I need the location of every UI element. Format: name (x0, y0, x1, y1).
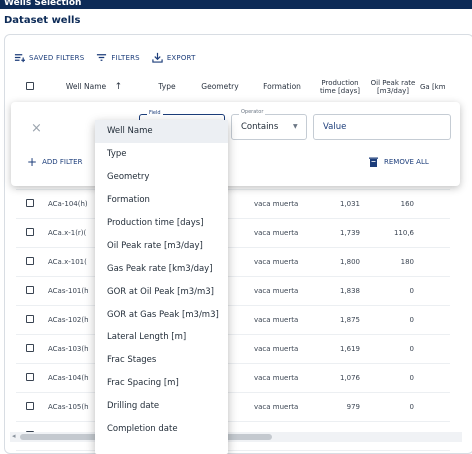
field-option[interactable]: Lateral Length [m] (107, 332, 187, 343)
col-formation[interactable]: Formation (250, 72, 314, 103)
field-option[interactable]: Drilling date (107, 401, 160, 412)
row-checkbox[interactable] (26, 314, 34, 323)
saved-filters-button[interactable]: SAVED FILTERS (14, 52, 84, 63)
oil-peak-cell: 0 (366, 392, 420, 422)
export-button[interactable]: EXPORT (152, 52, 196, 63)
row-checkbox[interactable] (26, 256, 34, 265)
field-option[interactable]: Well Name (95, 120, 228, 143)
field-option[interactable]: Type (107, 149, 127, 160)
remove-all-button[interactable]: REMOVE ALL (369, 157, 429, 167)
field-option[interactable]: Geometry (107, 172, 150, 183)
field-dropdown-menu: Well Name Type Geometry Formation Produc… (95, 120, 228, 454)
col-well-name-label: Well Name (65, 81, 107, 91)
col-production-time[interactable]: Production time [days] (314, 72, 366, 103)
table-row[interactable]: ACas-102(h orizontal vaca muerta 1,875 0 (16, 305, 450, 335)
add-filter-label: ADD FILTER (42, 158, 83, 166)
formation-cell: vaca muerta (250, 276, 314, 306)
row-checkbox[interactable] (26, 401, 34, 410)
row-checkbox[interactable] (26, 372, 34, 381)
col-type[interactable]: Type (144, 72, 190, 103)
filter-panel: × Field Operator Contains ▼ Value + ADD … (11, 102, 460, 186)
page-title: Dataset wells (4, 15, 81, 26)
table-row[interactable]: ACas-103(h orizontal vaca muerta 1,619 0 (16, 334, 450, 364)
field-option[interactable]: Formation (107, 195, 150, 206)
plus-icon: + (27, 155, 38, 169)
formation-cell: vaca muerta (250, 363, 314, 393)
col-well-name[interactable]: Well Name ↑ (44, 72, 144, 103)
select-all-cell (16, 72, 44, 103)
formation-cell: vaca muerta (250, 247, 314, 277)
row-checkbox[interactable] (26, 285, 34, 294)
filters-button[interactable]: FILTERS (96, 52, 140, 63)
col-gas-partial[interactable]: Ga [km (420, 72, 450, 103)
field-option[interactable]: Gas Peak rate [km3/day] (107, 263, 213, 274)
oil-peak-cell: 160 (366, 189, 420, 219)
production-time-cell: 1,838 (314, 276, 366, 306)
sort-asc-icon[interactable]: ↑ (114, 81, 123, 92)
col-oil-peak-rate[interactable]: Oil Peak rate [m3/day] (366, 72, 420, 103)
production-time-cell: 1,739 (314, 218, 366, 248)
formation-cell: vaca muerta (250, 189, 314, 219)
field-option[interactable]: Frac Spacing [m] (107, 378, 179, 389)
caret-down-icon: ▼ (293, 123, 298, 130)
production-time-cell: 1,076 (314, 363, 366, 393)
production-time-cell: 1,875 (314, 305, 366, 335)
oil-peak-cell: 110,6 (366, 218, 420, 248)
export-icon (152, 52, 163, 63)
field-option[interactable]: GOR at Gas Peak [m3/m3] (107, 309, 219, 320)
formation-cell: vaca muerta (250, 392, 314, 422)
filter-icon (97, 54, 107, 61)
export-label: EXPORT (166, 53, 196, 62)
value-input-placeholder: Value (323, 122, 347, 132)
horizontal-scrollbar[interactable]: ◂ (10, 432, 462, 442)
saved-filters-label: SAVED FILTERS (29, 53, 85, 62)
filters-label: FILTERS (111, 53, 140, 62)
table-row[interactable]: ACas-101(h orizontal vaca muerta 1,838 0 (16, 276, 450, 306)
window-title-bar: Wells Selection (0, 0, 472, 9)
value-input[interactable] (313, 114, 451, 140)
trash-icon (369, 157, 378, 167)
row-checkbox[interactable] (26, 343, 34, 352)
window-title: Wells Selection (4, 0, 82, 8)
operator-select-value: Contains (241, 122, 279, 132)
table-row[interactable]: ACa.x-1(r)( orizontal vaca muerta 1,739 … (16, 218, 450, 248)
formation-cell: vaca muerta (250, 334, 314, 364)
oil-peak-cell: 0 (366, 363, 420, 393)
field-option[interactable]: GOR at Oil Peak [m3/m3] (107, 286, 215, 297)
oil-peak-cell: 0 (366, 276, 420, 306)
row-checkbox[interactable] (26, 198, 34, 207)
operator-select-label: Operator (239, 109, 266, 115)
formation-cell: vaca muerta (250, 305, 314, 335)
production-time-cell: 1,031 (314, 189, 366, 219)
scroll-left-icon[interactable]: ◂ (12, 432, 16, 440)
table-row[interactable]: ACas-105(h orizontal vaca muerta 979 0 (16, 392, 450, 422)
close-filter-icon[interactable]: × (31, 121, 42, 136)
row-checkbox[interactable] (26, 227, 34, 236)
col-geometry[interactable]: Geometry (190, 72, 250, 103)
table-row[interactable]: ACa.x-101( orizontal vaca muerta 1,800 1… (16, 247, 450, 277)
production-time-cell: 979 (314, 392, 366, 422)
table-row[interactable]: ACa-104(h) orizontal vaca muerta 1,031 1… (16, 189, 450, 219)
formation-cell: vaca muerta (250, 218, 314, 248)
production-time-cell: 1,619 (314, 334, 366, 364)
add-filter-button[interactable]: + ADD FILTER (27, 155, 83, 169)
operator-select[interactable] (231, 114, 307, 140)
oil-peak-cell: 0 (366, 305, 420, 335)
field-option[interactable]: Frac Stages (107, 355, 157, 366)
table-row[interactable]: ACas-104(h orizontal vaca muerta 1,076 0 (16, 363, 450, 393)
field-select-label: Field (147, 110, 163, 116)
field-option[interactable]: Completion date (107, 424, 178, 435)
oil-peak-cell: 180 (366, 247, 420, 277)
remove-all-label: REMOVE ALL (384, 158, 429, 166)
saved-filters-icon (14, 54, 25, 63)
field-option[interactable]: Production time [days] (107, 218, 204, 228)
oil-peak-cell: 0 (366, 334, 420, 364)
table-toolbar: SAVED FILTERS FILTERS EXPORT (14, 52, 196, 63)
production-time-cell: 1,800 (314, 247, 366, 277)
table-header-row: Well Name ↑ Type Geometry Formation Prod… (16, 72, 450, 103)
field-option[interactable]: Oil Peak rate [m3/day] (107, 240, 203, 251)
select-all-checkbox[interactable] (26, 81, 34, 90)
